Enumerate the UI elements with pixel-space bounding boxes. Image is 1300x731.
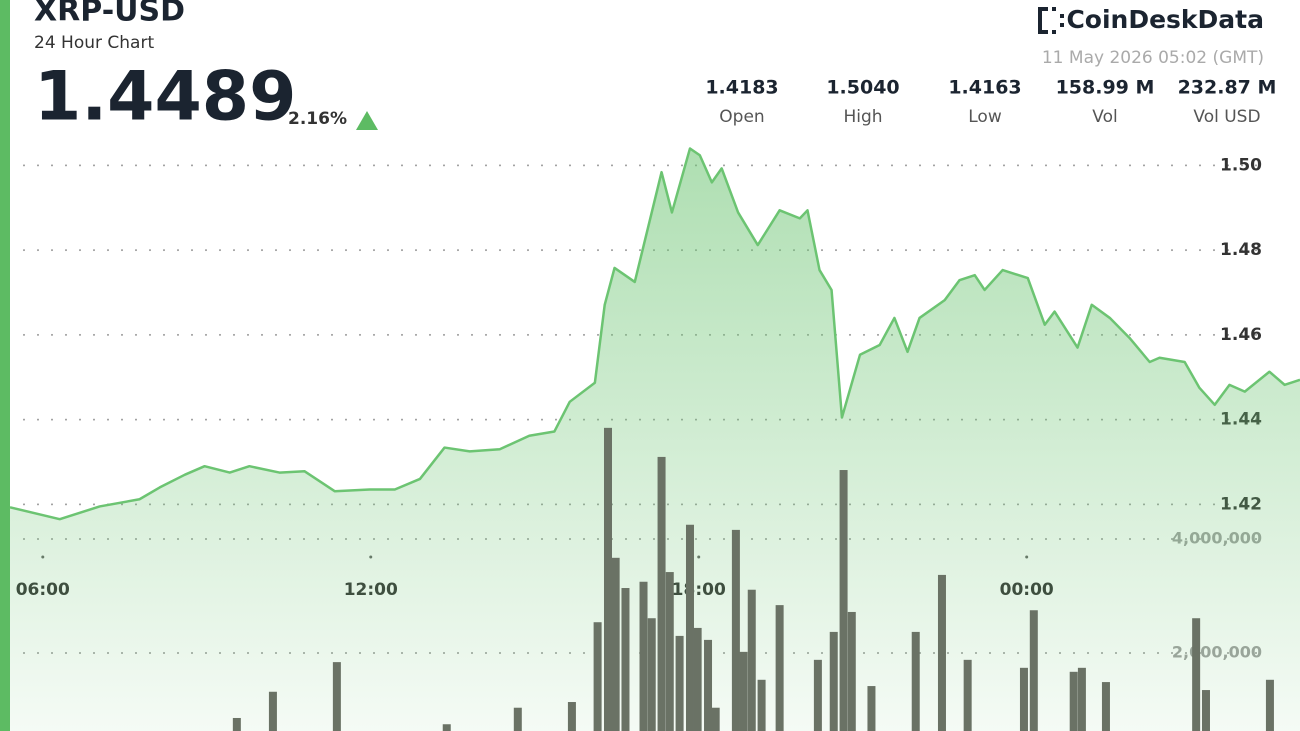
volume-bar xyxy=(675,635,684,731)
stat-value: 1.4163 xyxy=(948,77,1021,99)
change: 2.16% xyxy=(288,109,347,129)
volume-bar xyxy=(1069,671,1078,731)
stat-value: 232.87 M xyxy=(1178,77,1277,99)
plot-area: 1.421.441.461.481.502,000,0004,000,00006… xyxy=(9,147,1300,731)
volume-bar xyxy=(657,456,666,731)
volume-bar xyxy=(775,605,784,731)
period: 24 Hour Chart xyxy=(34,33,154,53)
volume-bar xyxy=(513,707,522,731)
volume-bar xyxy=(647,618,656,731)
volume-bar xyxy=(1201,690,1210,731)
volume-bar xyxy=(693,627,702,731)
volume-bar xyxy=(442,724,451,731)
y-tick-label: 1.48 xyxy=(1220,240,1262,260)
volume-bar xyxy=(731,529,740,731)
volume-bar xyxy=(937,574,946,731)
volume-bar xyxy=(911,631,920,731)
up-arrow xyxy=(356,111,378,130)
price-area xyxy=(10,148,1300,731)
stat-value: 158.99 M xyxy=(1056,77,1155,99)
volume-bar xyxy=(829,631,838,731)
volume-bar xyxy=(621,588,630,731)
volume-bar xyxy=(739,651,748,731)
price-line xyxy=(9,147,1300,521)
brand-icon xyxy=(1038,7,1064,34)
price: 1.4489 xyxy=(34,58,296,137)
volume-bar xyxy=(1029,610,1038,731)
volume-bar xyxy=(1101,682,1110,731)
volume-bar xyxy=(1077,667,1086,731)
stat-label: High xyxy=(843,107,882,127)
volume-bar xyxy=(665,572,674,731)
volume-bar xyxy=(963,659,972,731)
symbol: XRP-USD xyxy=(34,0,185,29)
volume-bar xyxy=(1019,667,1028,731)
volume-bar xyxy=(704,639,713,731)
y-tick-label: 1.50 xyxy=(1220,155,1262,175)
volume-bar xyxy=(639,581,648,731)
volume-bar xyxy=(611,557,620,731)
stat-label: Low xyxy=(968,107,1002,127)
volume-bar xyxy=(332,662,341,731)
volume-bar xyxy=(593,622,602,731)
stat-value: 1.4183 xyxy=(705,77,778,99)
volume-bar xyxy=(232,717,241,731)
accent-bar xyxy=(0,0,10,731)
stats: 1.4183 Open 1.5040 High 1.4163 Low 158.99 M Vol… xyxy=(705,77,1276,128)
volume-bar xyxy=(839,470,848,731)
volume-bar xyxy=(757,679,766,731)
stat-label: Vol xyxy=(1092,107,1117,127)
volume-bar xyxy=(747,589,756,731)
volume-bar xyxy=(268,691,277,731)
volume-bar xyxy=(685,524,694,731)
volume-bar xyxy=(1265,679,1274,731)
stat-label: Vol USD xyxy=(1193,107,1260,127)
stat-value: 1.5040 xyxy=(826,77,899,99)
brand: CoinDeskData xyxy=(1066,5,1264,34)
volume-bar xyxy=(813,659,822,731)
volume-bar xyxy=(567,702,576,731)
volume-bar xyxy=(867,686,876,731)
y-tick-label: 1.46 xyxy=(1220,325,1262,345)
stat-label: Open xyxy=(719,107,764,127)
timestamp: 11 May 2026 05:02 (GMT) xyxy=(1042,48,1264,68)
volume-bar xyxy=(1192,618,1201,731)
volume-bar xyxy=(711,707,720,731)
volume-bar xyxy=(603,427,612,731)
volume-bar xyxy=(847,611,856,731)
